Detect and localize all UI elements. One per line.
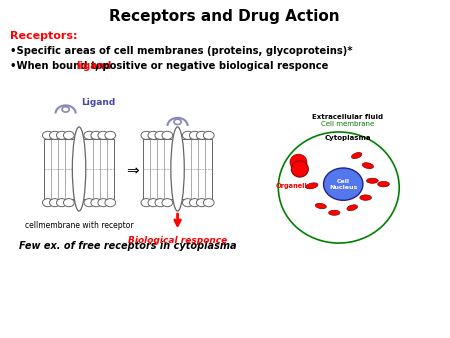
Circle shape [98,131,108,139]
Circle shape [189,199,200,207]
Bar [45,139,114,199]
Circle shape [155,131,166,139]
Ellipse shape [366,178,378,183]
Text: ligand: ligand [76,61,111,71]
Ellipse shape [347,205,357,211]
Circle shape [105,131,116,139]
Ellipse shape [324,168,363,200]
Ellipse shape [72,127,86,211]
Circle shape [56,131,67,139]
Ellipse shape [306,183,318,189]
Circle shape [141,131,152,139]
Circle shape [203,199,214,207]
Circle shape [182,199,193,207]
Text: •When bound to: •When bound to [9,61,106,71]
Ellipse shape [315,203,326,209]
Circle shape [56,199,67,207]
Circle shape [84,131,94,139]
Text: Cytoplasma: Cytoplasma [324,135,371,141]
Ellipse shape [291,161,308,177]
Text: Few ex. of free receptors in cytoplasma: Few ex. of free receptors in cytoplasma [18,241,236,251]
Text: Biological responce: Biological responce [128,236,227,245]
Circle shape [63,199,74,207]
Text: Organelles: Organelles [276,183,316,189]
Circle shape [196,199,207,207]
Ellipse shape [328,210,340,215]
Text: Cell
Nucleus: Cell Nucleus [329,179,357,190]
Ellipse shape [351,152,362,159]
Circle shape [91,199,102,207]
Text: Receptors:: Receptors: [9,31,77,41]
Circle shape [141,199,152,207]
Ellipse shape [278,132,399,243]
Circle shape [162,199,173,207]
Circle shape [105,199,116,207]
Ellipse shape [362,163,373,169]
Text: •Specific areas of cell membranes (proteins, glycoproteins)*: •Specific areas of cell membranes (prote… [9,46,352,56]
Circle shape [42,131,53,139]
Circle shape [98,199,108,207]
Ellipse shape [378,182,389,187]
Circle shape [148,199,159,207]
Circle shape [182,131,193,139]
Circle shape [162,131,173,139]
Circle shape [148,131,159,139]
Text: , positive or negative biological responce: , positive or negative biological respon… [94,61,328,71]
Ellipse shape [171,127,184,211]
Text: Extracellular fluid: Extracellular fluid [312,114,383,120]
Text: cellmembrane with receptor: cellmembrane with receptor [25,221,133,230]
Circle shape [91,131,102,139]
Text: Ligand: Ligand [81,98,116,107]
Circle shape [42,199,53,207]
Ellipse shape [360,195,371,200]
Circle shape [63,131,74,139]
Ellipse shape [290,154,307,170]
Circle shape [84,199,94,207]
Text: Receptors and Drug Action: Receptors and Drug Action [109,9,340,24]
Text: Cell membrane: Cell membrane [321,121,374,127]
Text: $\Rightarrow$: $\Rightarrow$ [124,162,141,176]
Circle shape [196,131,207,139]
Circle shape [50,131,60,139]
Circle shape [50,199,60,207]
Bar [143,139,212,199]
Circle shape [174,119,181,125]
Circle shape [189,131,200,139]
Circle shape [203,131,214,139]
Circle shape [155,199,166,207]
Circle shape [62,107,69,112]
